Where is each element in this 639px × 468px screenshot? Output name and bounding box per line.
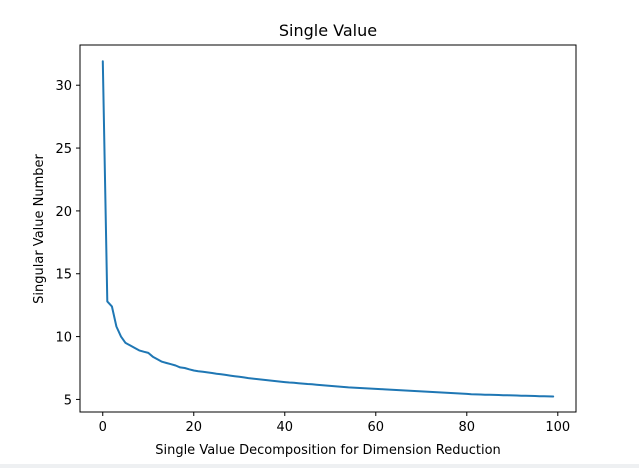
y-tick-label: 25 [55,142,72,157]
chart-title: Single Value [279,21,377,40]
y-tick-label: 15 [55,268,72,283]
x-tick-label: 20 [185,420,202,435]
y-axis: 5 10 15 20 25 30 [55,79,80,408]
x-tick-label: 80 [459,420,476,435]
y-tick-label: 30 [55,79,72,94]
x-tick-label: 40 [276,420,293,435]
window-bottom-strip [0,464,639,468]
y-axis-label: Singular Value Number [32,153,47,303]
x-tick-label: 100 [545,420,570,435]
y-tick-label: 5 [64,393,72,408]
series-line [101,60,555,398]
y-tick-label: 20 [55,205,72,220]
x-tick-label: 0 [99,420,107,435]
plot-area-frame [79,44,577,413]
x-axis-label: Single Value Decomposition for Dimension… [155,443,501,458]
x-tick-label: 60 [368,420,385,435]
y-tick-label: 10 [55,331,72,346]
x-axis: 0 20 40 60 80 100 [99,412,570,435]
